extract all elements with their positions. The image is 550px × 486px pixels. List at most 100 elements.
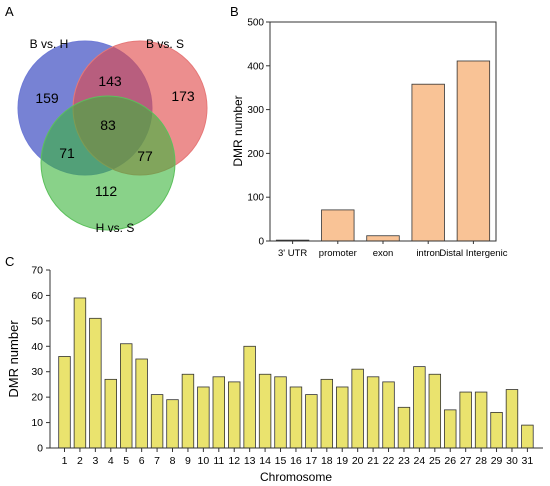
chromosome-y-tick-label: 70 — [31, 265, 43, 277]
chromosome-x-tick-label: 6 — [139, 455, 145, 467]
chromosome-bar — [197, 386, 210, 449]
chromosome-bar — [336, 386, 349, 449]
chromosome-bar — [104, 378, 117, 449]
chromosome-bars — [58, 297, 534, 449]
chromosome-y-tick-label: 40 — [31, 341, 43, 353]
chromosome-bar — [397, 406, 411, 449]
chromosome-bar — [150, 394, 164, 449]
chromosome-x-tick-label: 1 — [62, 455, 68, 467]
chromosome-bar — [444, 409, 457, 449]
chromosome-x-tick-label: 17 — [306, 455, 318, 467]
chromosome-x-tick-label: 23 — [398, 455, 410, 467]
venn-value-only-bs: 173 — [171, 88, 195, 104]
chromosome-x-tick-label: 15 — [275, 455, 287, 467]
chromosome-bar — [243, 345, 256, 449]
chromosome-bar — [474, 391, 488, 449]
venn-value-all: 83 — [100, 117, 116, 133]
features-x-tick-label: Distal Intergenic — [439, 248, 507, 259]
chromosome-x-tick-label: 25 — [429, 455, 441, 467]
chromosome-x-tick-label: 14 — [259, 455, 271, 467]
chromosome-bar — [258, 373, 272, 449]
features-y-tick-label: 100 — [247, 193, 264, 204]
chromosome-x-tick-label: 30 — [506, 455, 518, 467]
features-y-axis: 0 100 200 300 400 500 — [247, 18, 270, 248]
venn-value-bh-hs: 71 — [59, 145, 75, 161]
chromosome-bar — [428, 373, 442, 449]
chromosome-x-tick-label: 18 — [321, 455, 333, 467]
features-bar — [456, 60, 491, 242]
venn-value-only-hs: 112 — [95, 183, 118, 199]
chromosome-y-tick-label: 30 — [31, 366, 43, 378]
chromosome-x-tick-label: 5 — [123, 455, 129, 467]
features-bar — [366, 235, 400, 242]
venn-value-bh-bs: 143 — [98, 73, 122, 89]
venn-label-hs: H vs. S — [96, 221, 135, 235]
venn-label-bh: B vs. H — [30, 37, 69, 51]
chromosome-x-tick-label: 27 — [460, 455, 472, 467]
chromosome-x-tick-label: 12 — [228, 455, 240, 467]
features-x-tick-label: promoter — [319, 248, 357, 259]
chromosome-bar — [305, 394, 318, 449]
features-plot-frame — [269, 21, 497, 242]
chromosome-y-tick-label: 10 — [31, 417, 43, 429]
chromosome-x-tick-label: 8 — [170, 455, 176, 467]
chromosome-bar — [413, 366, 426, 449]
chromosome-bar — [320, 378, 334, 449]
chromosome-x-tick-label: 26 — [444, 455, 456, 467]
features-y-tick-label: 300 — [247, 105, 264, 116]
chromosome-bar — [490, 411, 503, 449]
venn-value-only-bh: 159 — [35, 90, 59, 106]
chromosome-y-tick-label: 50 — [31, 315, 43, 327]
features-x-tick-label: exon — [373, 248, 394, 259]
chromosome-bar — [521, 424, 534, 449]
features-y-tick-label: 200 — [247, 149, 264, 160]
chromosome-x-tick-label: 31 — [522, 455, 534, 467]
chromosome-bar — [228, 381, 241, 449]
chromosome-bar — [58, 356, 71, 449]
chromosome-x-axis: 1 2 3 4 5 6 7 8 9 10 11 12 13 14 15 16 17 18 19 20 21 22 23 24 2… — [62, 448, 534, 467]
features-bars — [275, 60, 491, 242]
features-x-axis: 3' UTR promoter exon intron Distal Intergeni… — [278, 241, 508, 259]
chromosome-bar — [505, 389, 519, 449]
chromosome-y-axis: 0 10 20 30 40 50 60 70 — [31, 265, 50, 455]
bar-chart-features: 0 100 200 300 400 500 3' UTR promoter exon intro… — [231, 18, 508, 260]
chromosome-x-tick-label: 28 — [475, 455, 487, 467]
features-y-axis-title: DMR number — [231, 95, 245, 166]
chromosome-x-tick-label: 2 — [77, 455, 83, 467]
chromosome-x-tick-label: 20 — [352, 455, 364, 467]
chromosome-y-axis-title: DMR number — [6, 320, 21, 398]
chromosome-y-tick-label: 60 — [31, 290, 43, 302]
chromosome-x-tick-label: 3 — [92, 455, 98, 467]
chromosome-bar — [181, 373, 195, 449]
chromosome-bar — [166, 399, 179, 449]
chromosome-x-tick-label: 13 — [244, 455, 256, 467]
features-y-tick-label: 500 — [247, 18, 264, 29]
chromosome-x-tick-label: 9 — [185, 455, 191, 467]
chromosome-x-tick-label: 16 — [290, 455, 302, 467]
chromosome-x-axis-title: Chromosome — [260, 470, 332, 484]
chromosome-bar — [120, 343, 133, 449]
chromosome-x-tick-label: 19 — [336, 455, 348, 467]
chromosome-x-tick-label: 7 — [154, 455, 160, 467]
panel-a-letter: A — [5, 4, 14, 19]
chromosome-bar — [274, 376, 287, 449]
features-y-tick-label: 400 — [247, 61, 264, 72]
chromosome-x-tick-label: 11 — [213, 455, 224, 467]
venn-value-bs-hs: 77 — [137, 148, 153, 164]
chromosome-x-tick-label: 10 — [198, 455, 210, 467]
chromosome-bar — [459, 391, 472, 449]
chromosome-bar — [289, 386, 303, 449]
venn-diagram: B vs. H B vs. S H vs. S 159 173 112 143 … — [17, 37, 208, 235]
chromosome-bar — [135, 358, 148, 449]
chromosome-x-tick-label: 4 — [108, 455, 114, 467]
features-bar — [321, 209, 355, 242]
features-x-tick-label: 3' UTR — [278, 248, 307, 259]
venn-label-bs: B vs. S — [146, 37, 184, 51]
venn-circle-hs — [40, 95, 176, 231]
chromosome-bar — [382, 381, 395, 449]
features-y-tick-label: 0 — [258, 237, 264, 248]
chromosome-x-tick-label: 22 — [383, 455, 395, 467]
chromosome-y-tick-label: 20 — [31, 392, 43, 404]
